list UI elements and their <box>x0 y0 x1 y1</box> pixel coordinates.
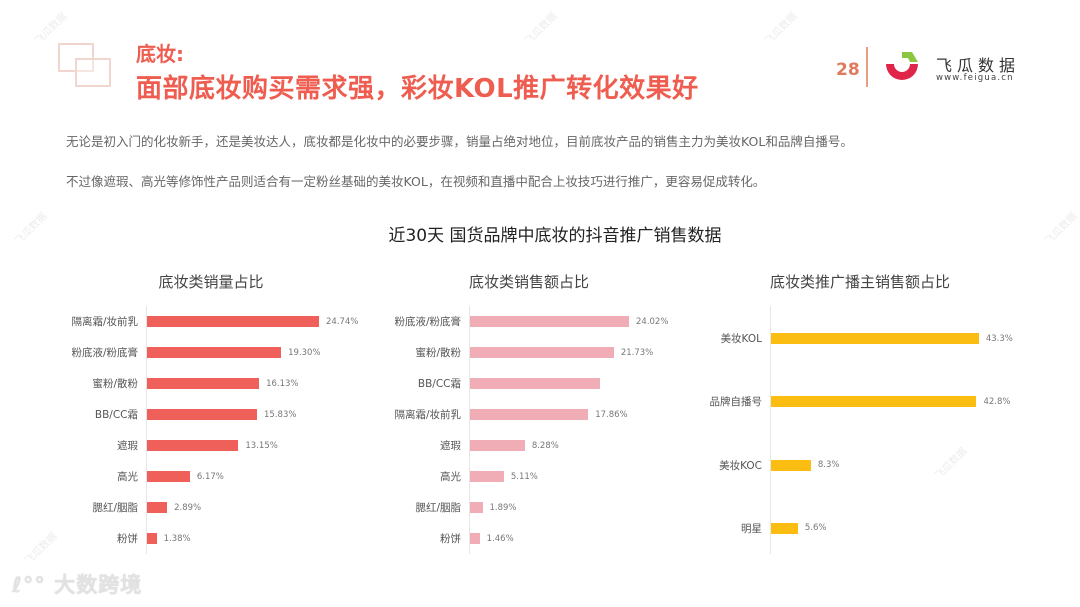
decor-square-icon <box>75 58 111 87</box>
bar-category-label: 品牌自播号 <box>709 396 763 409</box>
body-paragraph: 无论是初入门的化妆新手，还是美妆达人，底妆都是化妆中的必要步骤，销量占绝对地位，… <box>66 134 853 149</box>
watermark: 飞瓜数据 <box>523 10 560 47</box>
bar <box>470 347 614 358</box>
bar-value-label: 5.11% <box>510 471 538 482</box>
bar-value-label: 43.3% <box>985 333 1013 344</box>
bar <box>470 533 480 544</box>
figure-title: 近30天 国货品牌中底妆的抖音推广销售数据 <box>388 226 722 246</box>
bar <box>771 459 811 471</box>
bar <box>470 316 629 327</box>
bar-value-label: 24.74% <box>325 316 359 327</box>
bar-value-label: 24.02% <box>636 316 669 327</box>
bar-category-label: 隔离霜/妆前乳 <box>394 409 461 421</box>
bar-value-label: 5.6% <box>804 523 827 534</box>
bar <box>771 333 979 344</box>
footer-watermark-logo: ℓ°° 大数跨境 <box>12 569 142 599</box>
watermark: 飞瓜数据 <box>933 445 970 482</box>
bar-value-label: 13.15% <box>245 440 278 451</box>
chart-axis <box>146 306 147 554</box>
bar-value-label: 2.89% <box>174 502 202 513</box>
bar-category-label: 腮红/胭脂 <box>415 502 461 514</box>
bar <box>147 378 260 389</box>
divider <box>866 47 868 87</box>
bar <box>470 378 600 389</box>
bar-category-label: 隔离霜/妆前乳 <box>71 316 138 328</box>
bar <box>470 409 589 420</box>
page-number: 28 <box>836 60 860 80</box>
bar-value-label: 8.3% <box>817 460 840 471</box>
watermark: 飞瓜数据 <box>763 10 800 47</box>
bar-category-label: 粉饼 <box>440 533 461 545</box>
footer-logo-text: 大数跨境 <box>54 573 143 597</box>
bar <box>147 533 157 544</box>
bar <box>147 502 168 513</box>
feigua-logo-icon <box>886 52 918 80</box>
chart-title-streamer-sales: 底妆类推广播主销售额占比 <box>769 273 950 291</box>
section-label: 底妆: <box>136 42 184 66</box>
bar-category-label: BB/CC霜 <box>94 409 138 421</box>
bar <box>147 316 319 327</box>
bar-value-label: 16.13% <box>266 378 299 389</box>
bar-value-label: 15.83% <box>264 409 297 420</box>
bar-value-label: 1.89% <box>489 502 517 513</box>
bar-value-label: 17.86% <box>595 409 628 420</box>
page-title: 面部底妆购买需求强，彩妆KOL推广转化效果好 <box>136 74 699 104</box>
bar-value-label: 42.8% <box>983 396 1011 407</box>
body-paragraph: 不过像遮瑕、高光等修饰性产品则适合有一定粉丝基础的美妆KOL，在视频和直播中配合… <box>66 174 766 189</box>
bar <box>147 347 282 358</box>
bar <box>771 396 977 408</box>
bar-category-label: 遮瑕 <box>440 440 461 452</box>
chart-axis <box>469 306 470 554</box>
bar-category-label: 明星 <box>741 522 762 535</box>
chart-axis <box>770 306 771 554</box>
bar <box>147 440 239 451</box>
watermark: 飞瓜数据 <box>33 10 70 47</box>
bar <box>470 502 483 513</box>
bar-value-label: 1.46% <box>486 533 514 544</box>
bar-value-label: 21.73% <box>620 347 654 358</box>
bar-category-label: 腮红/胭脂 <box>92 502 138 514</box>
brand-url: www.feigua.cn <box>936 73 1014 83</box>
bar-category-label: 粉底液/粉底膏 <box>394 316 461 328</box>
bar-category-label: BB/CC霜 <box>417 378 461 390</box>
bar <box>771 522 798 534</box>
chart-title-sales-volume: 底妆类销量占比 <box>158 273 264 291</box>
bar <box>470 440 525 451</box>
watermark: 飞瓜数据 <box>23 530 60 567</box>
bar-category-label: 蜜粉/散粉 <box>92 378 138 390</box>
bar <box>147 409 258 420</box>
bar <box>470 471 504 482</box>
footer-logo-icon: ℓ°° <box>12 573 46 597</box>
bar-value-label: 1.38% <box>163 533 191 544</box>
bar <box>147 471 190 482</box>
bar-category-label: 遮瑕 <box>117 440 138 452</box>
bar-value-label: 19.30% <box>288 347 321 358</box>
chart-title-sales-amount: 底妆类销售额占比 <box>468 273 589 291</box>
bar-category-label: 粉底液/粉底膏 <box>71 347 138 359</box>
bar-category-label: 美妆KOL <box>720 333 762 345</box>
bar-category-label: 美妆KOC <box>719 459 762 472</box>
bar-category-label: 蜜粉/散粉 <box>415 347 461 359</box>
bar-value-label: 8.28% <box>531 440 559 451</box>
brand-name: 飞瓜数据 <box>936 56 1021 75</box>
bar-value-label: 6.17% <box>196 471 224 482</box>
bar-category-label: 粉饼 <box>117 533 138 545</box>
bar-category-label: 高光 <box>440 471 461 483</box>
bar-category-label: 高光 <box>117 471 138 483</box>
